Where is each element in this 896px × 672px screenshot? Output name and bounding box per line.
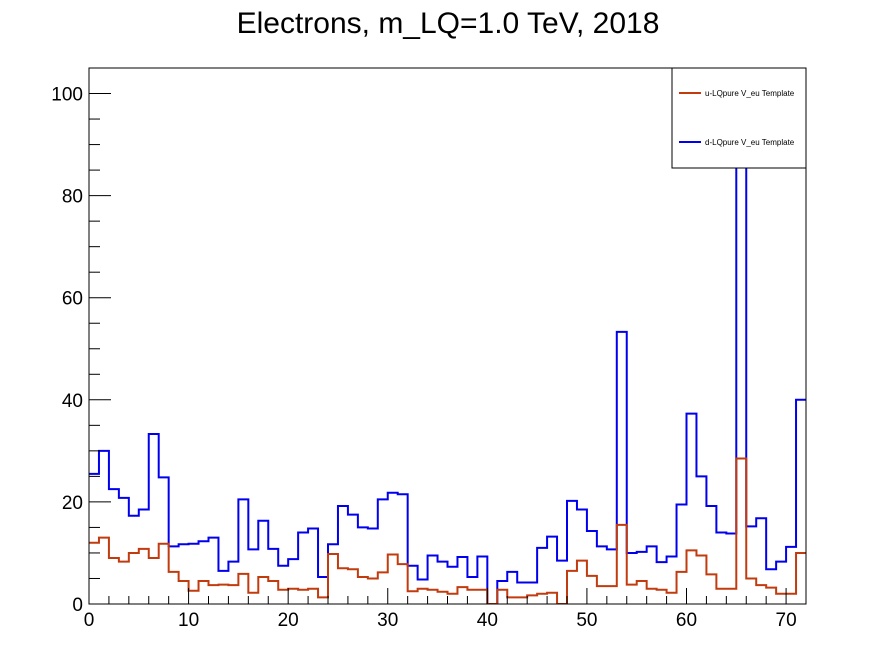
y-tick-label: 20 [62,493,83,514]
series-layer [89,92,806,604]
y-tick-label: 80 [62,187,83,208]
axes-layer: 0 10 20 30 40 50 60 70 0 20 40 60 80 100 [51,67,807,631]
y-tick-label: 100 [51,85,83,106]
x-tick-label: 20 [278,610,299,631]
x-tick-label: 50 [576,610,597,631]
series-u-lqpure [89,457,806,604]
y-tick-label: 0 [72,595,83,616]
y-tick-label: 60 [62,289,83,310]
x-tick-label: 10 [178,610,199,631]
x-tick-label: 60 [676,610,697,631]
legend: u-LQpure V_eu Template d-LQpure V_eu Tem… [671,67,807,169]
x-tick-label: 40 [477,610,498,631]
legend-label-u-lqpure: u-LQpure V_eu Template [705,89,795,98]
x-tick-label: 30 [377,610,398,631]
chart-title: Electrons, m_LQ=1.0 TeV, 2018 [237,7,660,40]
series-d-lqpure [89,92,806,604]
series-line-d-lqpure [89,92,806,604]
y-tick-label: 40 [62,391,83,412]
legend-label-d-lqpure: d-LQpure V_eu Template [705,138,795,147]
x-tick-label: 0 [84,610,95,631]
series-line-u-lqpure [89,457,806,604]
legend-box [671,67,807,169]
x-tick-label: 70 [776,610,797,631]
